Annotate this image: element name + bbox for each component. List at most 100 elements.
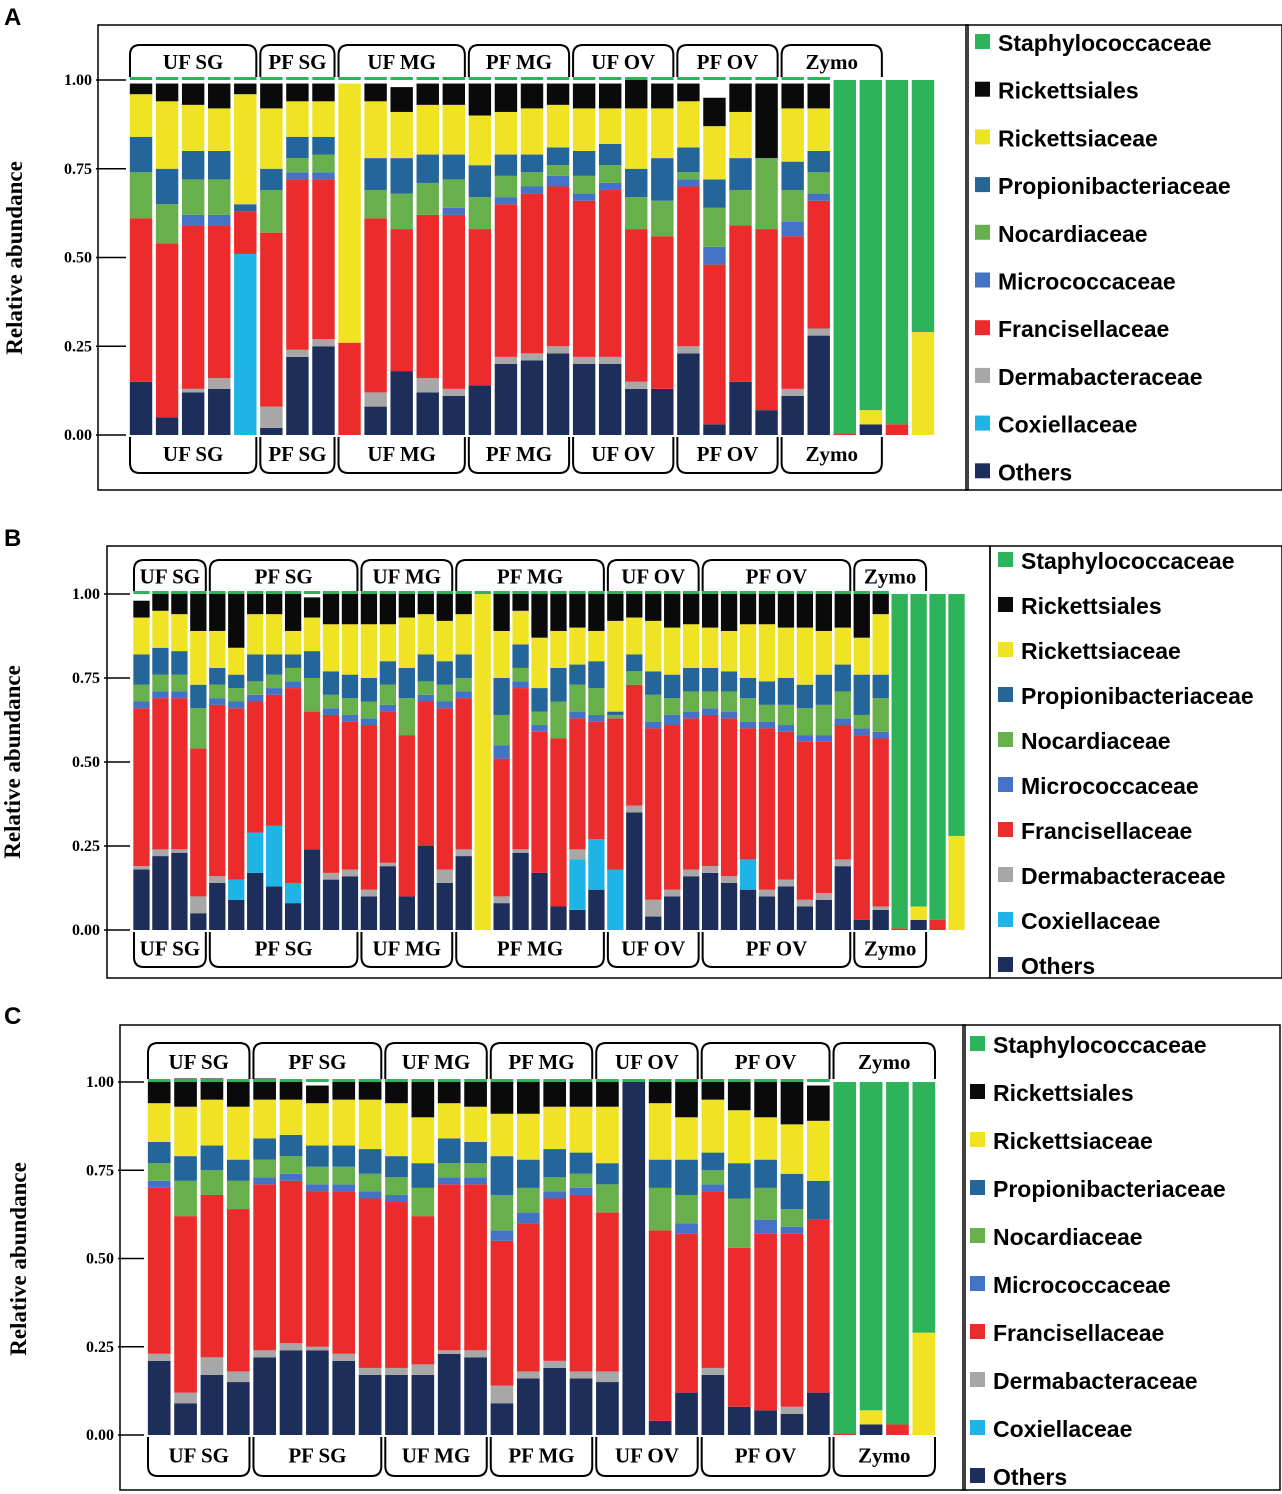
bar-segment-dermabacteraceae xyxy=(520,353,544,361)
bar-segment-rickettsiales xyxy=(645,594,662,621)
bar-segment-rickettsiaceae xyxy=(234,94,257,205)
group-bracket-bottom xyxy=(259,437,336,474)
bar-segment-micrococcaceae xyxy=(512,681,529,689)
bar-segment-nocardiaceae xyxy=(464,1163,487,1178)
bar-segment-francisellaceae xyxy=(416,214,439,379)
bar-segment-rickettsiaceae xyxy=(129,94,153,137)
bar-segment-propionibacteriaceae xyxy=(286,136,309,159)
bar-segment-others xyxy=(569,1378,593,1435)
group-bracket-top xyxy=(147,1042,251,1079)
bar-segment-staphylococcaceae xyxy=(833,80,856,434)
bar-segment-rickettsiaceae xyxy=(181,104,205,151)
bar-segment-propionibacteriaceae xyxy=(129,136,153,173)
bar-segment-rickettsiales xyxy=(807,1085,830,1121)
bar-segment-francisellaceae xyxy=(155,243,179,418)
bar-segment-others xyxy=(312,346,335,435)
bar-segment-others xyxy=(543,1367,567,1435)
y-axis-label: Relative abundance xyxy=(6,1162,31,1356)
group-bracket-bottom xyxy=(360,932,454,968)
bar-segment-staphylococcaceae-trace xyxy=(607,591,624,594)
bar-segment-staphylococcaceae-trace xyxy=(494,77,518,80)
bar-segment-dermabacteraceae xyxy=(226,1371,250,1383)
bar-segment-staphylococcaceae-trace xyxy=(645,591,662,594)
bar-segment-micrococcaceae xyxy=(322,708,340,715)
group-bracket-bottom xyxy=(489,1437,594,1477)
bar-segment-rickettsiaceae xyxy=(739,624,757,678)
bar-segment-staphylococcaceae-trace xyxy=(781,77,804,80)
bar-segment-rickettsiaceae xyxy=(596,1106,619,1164)
bar-segment-staphylococcaceae-trace xyxy=(266,591,283,594)
bar-segment-nocardiaceae xyxy=(398,698,415,736)
bar-segment-rickettsiales xyxy=(664,594,681,628)
group-bracket-top xyxy=(606,559,700,591)
bar-segment-others xyxy=(181,392,205,435)
bar-segment-propionibacteriaceae xyxy=(364,158,387,191)
group-bracket-bottom xyxy=(853,932,928,968)
bar-segment-rickettsiales xyxy=(234,83,257,95)
bar-segment-others xyxy=(464,1357,487,1435)
bar-segment-rickettsiaceae xyxy=(796,627,814,685)
bar-segment-rickettsiales xyxy=(872,594,889,615)
bar-segment-francisellaceae xyxy=(701,714,719,867)
bar-segment-dermabacteraceae xyxy=(645,899,662,917)
bar-segment-propionibacteriaceae xyxy=(872,674,889,699)
bar-segment-dermabacteraceae xyxy=(807,328,830,336)
bar-segment-rickettsiales xyxy=(834,594,851,628)
bar-segment-staphylococcaceae-trace xyxy=(520,77,544,80)
bar-segment-dermabacteraceae xyxy=(872,906,889,910)
bar-segment-rickettsiales xyxy=(155,83,179,102)
bar-segment-micrococcaceae xyxy=(360,718,378,726)
bar-segment-micrococcaceae xyxy=(645,721,662,729)
bar-segment-nocardiaceae xyxy=(664,698,681,715)
bar-segment-rickettsiaceae xyxy=(442,104,466,155)
bar-segment-micrococcaceae xyxy=(543,1191,567,1199)
bar-segment-micrococcaceae xyxy=(872,731,889,739)
legend-swatch-propionibacteriaceae xyxy=(975,177,990,193)
bar-segment-coxiellaceae xyxy=(569,859,586,910)
bar-segment-nocardiaceae xyxy=(720,691,738,712)
plot-frame xyxy=(119,1024,966,1491)
bar-segment-others xyxy=(546,353,570,435)
bar-segment-rickettsiales xyxy=(147,1082,171,1104)
bar-segment-others xyxy=(781,395,804,435)
bar-segment-rickettsiales xyxy=(358,1082,382,1100)
bar-segment-staphylococcaceae-trace xyxy=(588,591,605,594)
legend-swatch-micrococcaceae xyxy=(998,777,1013,792)
bar-segment-rickettsiaceae xyxy=(780,1124,804,1174)
bar-segment-rickettsiaceae xyxy=(464,1106,487,1143)
bar-segment-francisellaceae xyxy=(411,1216,435,1365)
legend-label-dermabacteraceae: Dermabacteraceae xyxy=(998,364,1203,390)
group-label-bottom-uf-ov: UF OV xyxy=(591,442,655,466)
y-tick-label: 0.75 xyxy=(86,1162,114,1179)
bar-segment-propionibacteriaceae xyxy=(675,1159,698,1195)
bar-segment-rickettsiales xyxy=(253,1078,276,1100)
legend-swatch-coxiellaceae xyxy=(975,415,990,431)
legend-swatch-propionibacteriaceae xyxy=(998,687,1013,702)
bar-segment-propionibacteriaceae xyxy=(727,1163,751,1199)
bar-segment-dermabacteraceae xyxy=(133,866,150,870)
bar-segment-nocardiaceae xyxy=(247,681,264,695)
bar-segment-propionibacteriaceae xyxy=(494,154,518,176)
bar-segment-rickettsiaceae xyxy=(490,1113,514,1157)
bar-segment-others xyxy=(468,385,492,435)
bar-segment-francisellaceae xyxy=(200,1194,224,1358)
bar-segment-rickettsiaceae xyxy=(493,630,510,678)
bar-segment-staphylococcaceae-trace xyxy=(247,591,264,594)
bar-segment-propionibacteriaceae xyxy=(598,143,622,166)
bar-segment-propionibacteriaceae xyxy=(133,654,150,685)
bar-segment-rickettsiales xyxy=(171,594,188,615)
bar-segment-dermabacteraceae xyxy=(260,406,283,428)
bar-segment-others xyxy=(859,424,883,435)
bar-segment-others xyxy=(531,872,548,930)
bar-segment-propionibacteriaceae xyxy=(147,1142,171,1164)
bar-segment-staphylococcaceae-trace xyxy=(133,591,150,594)
bar-segment-others xyxy=(569,909,586,930)
bar-segment-nocardiaceae xyxy=(360,701,378,719)
group-label-bottom-pf-mg: PF MG xyxy=(497,937,563,961)
bar-segment-others xyxy=(651,388,674,435)
bar-segment-coxiellaceae xyxy=(588,839,605,890)
bar-segment-dermabacteraceae xyxy=(312,339,335,347)
bar-segment-rickettsiaceae xyxy=(550,630,567,668)
bar-segment-others xyxy=(493,903,510,930)
bar-segment-others xyxy=(872,909,889,930)
